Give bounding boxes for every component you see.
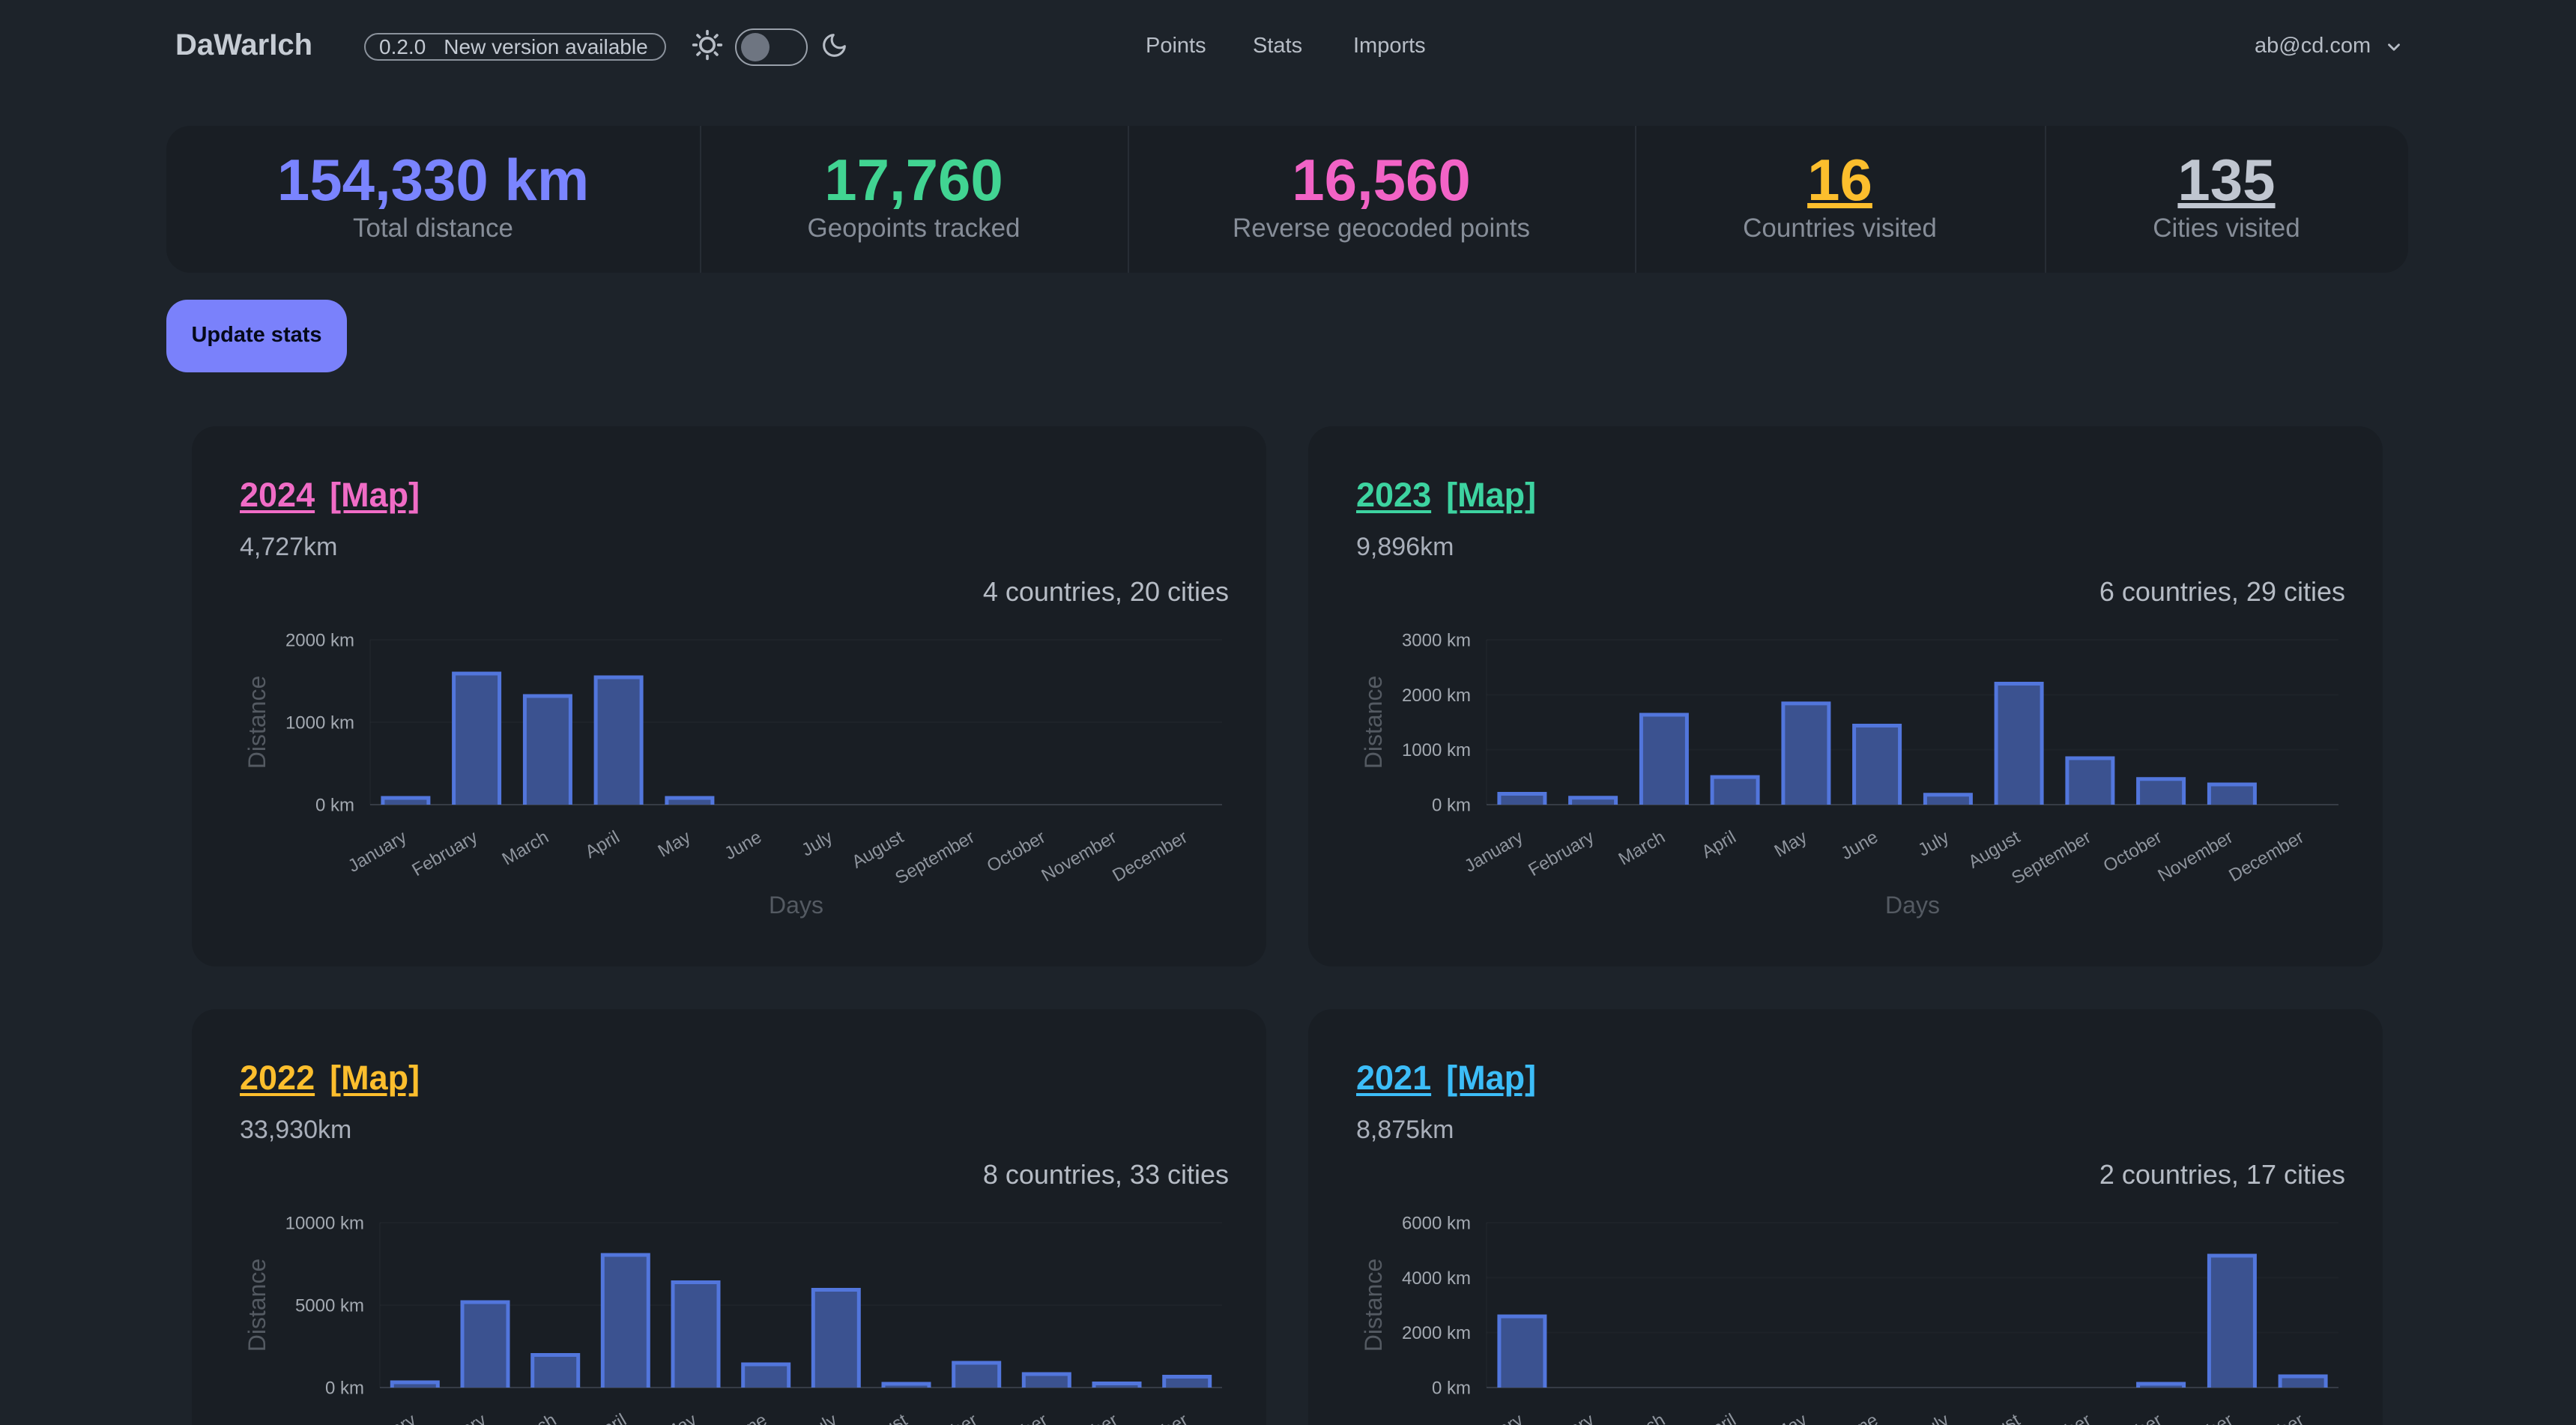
svg-text:August: August [848,827,907,873]
svg-text:August: August [1965,1410,2023,1425]
svg-text:February: February [408,827,481,880]
svg-text:September: September [892,827,978,889]
svg-text:1000 km: 1000 km [1402,740,1471,760]
svg-text:April: April [1699,827,1740,862]
svg-text:April: April [1699,1410,1740,1425]
svg-text:March: March [1615,827,1669,870]
svg-text:2000 km: 2000 km [1402,1323,1471,1343]
svg-text:January: January [345,827,410,877]
svg-text:April: April [589,1410,630,1425]
svg-text:June: June [1838,1410,1882,1425]
svg-text:November: November [1039,1410,1121,1425]
svg-text:December: December [1110,1410,1191,1425]
svg-text:5000 km: 5000 km [295,1296,364,1316]
svg-text:June: June [722,827,766,864]
svg-text:May: May [1771,827,1811,862]
svg-text:0 km: 0 km [1432,796,1471,816]
svg-text:Distance: Distance [1360,676,1387,769]
svg-text:October: October [985,1410,1050,1425]
svg-text:1000 km: 1000 km [285,713,354,733]
svg-text:Days: Days [769,892,823,919]
svg-text:January: January [1461,827,1526,877]
svg-text:December: December [1109,827,1191,886]
svg-text:August: August [852,1410,910,1425]
svg-text:January: January [354,1410,419,1425]
svg-text:Distance: Distance [244,1259,270,1352]
svg-text:August: August [1965,827,2023,873]
svg-text:June: June [727,1410,771,1425]
svg-text:May: May [1771,1410,1811,1425]
svg-text:November: November [1038,827,1120,886]
svg-text:April: April [582,827,623,862]
svg-text:March: March [499,827,552,870]
svg-text:2000 km: 2000 km [1402,686,1471,706]
svg-text:10000 km: 10000 km [285,1214,364,1234]
svg-text:Days: Days [1885,892,1940,919]
svg-text:2000 km: 2000 km [285,631,354,651]
svg-text:February: February [1525,1410,1597,1425]
svg-text:December: December [2225,827,2307,886]
svg-text:September: September [2008,1410,2094,1425]
svg-text:4000 km: 4000 km [1402,1268,1471,1289]
svg-text:January: January [1461,1410,1526,1425]
svg-text:July: July [798,827,835,861]
svg-text:Distance: Distance [1360,1259,1387,1352]
svg-text:May: May [661,1410,701,1425]
svg-text:3000 km: 3000 km [1402,631,1471,651]
svg-text:December: December [2225,1410,2307,1425]
svg-text:October: October [2100,1410,2165,1425]
svg-text:June: June [1838,827,1882,864]
svg-text:February: February [417,1410,490,1425]
svg-text:July: July [1914,1410,1952,1425]
svg-text:May: May [655,827,695,862]
svg-text:6000 km: 6000 km [1402,1214,1471,1234]
svg-text:0 km: 0 km [325,1379,364,1399]
svg-text:February: February [1525,827,1597,880]
svg-text:March: March [507,1410,560,1425]
svg-text:0 km: 0 km [315,796,354,816]
svg-text:0 km: 0 km [1432,1379,1471,1399]
svg-text:Distance: Distance [244,676,270,769]
svg-text:July: July [1914,827,1952,861]
svg-text:November: November [2155,1410,2237,1425]
svg-text:March: March [1615,1410,1669,1425]
svg-text:November: November [2155,827,2237,886]
svg-text:July: July [802,1410,840,1425]
svg-text:September: September [2008,827,2094,889]
